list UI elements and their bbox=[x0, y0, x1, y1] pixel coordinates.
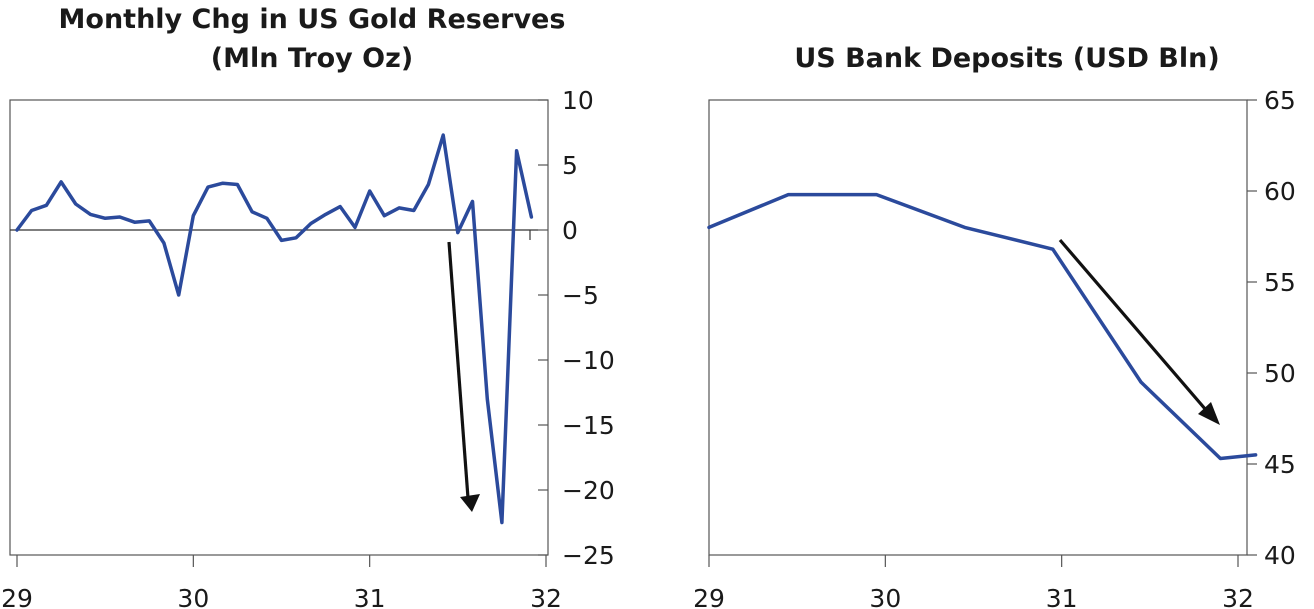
x-tick-label: 29 bbox=[693, 584, 725, 609]
y-tick-label: 45 bbox=[1264, 450, 1296, 479]
x-tick-label: 32 bbox=[1222, 584, 1254, 609]
y-tick-label: 50 bbox=[1264, 359, 1296, 388]
plot-frame bbox=[9, 99, 549, 556]
y-tick-label: −15 bbox=[562, 411, 615, 440]
arrow-shaft bbox=[447, 241, 470, 499]
plot-frame bbox=[708, 99, 1248, 556]
down-arrow-annotation bbox=[447, 241, 480, 512]
y-tick-label: 5 bbox=[562, 151, 578, 180]
series-line bbox=[707, 192, 1258, 461]
y-tick-label: 10 bbox=[562, 86, 594, 115]
x-axis-ticks: 29 30 31 32 bbox=[1, 555, 562, 609]
chart-subtitle: (Mln Troy Oz) bbox=[211, 43, 413, 74]
chart-title: Monthly Chg in US Gold Reserves bbox=[59, 4, 566, 35]
arrow-head bbox=[1198, 402, 1220, 425]
y-axis-ticks: 10 5 0 −5 −10 −15 −20 −25 bbox=[538, 86, 615, 570]
x-axis-ticks: 29 30 31 32 bbox=[693, 555, 1254, 609]
y-tick-label: 65 bbox=[1264, 86, 1296, 115]
x-tick-label: 30 bbox=[177, 584, 209, 609]
down-right-arrow-annotation bbox=[1058, 238, 1220, 425]
series-line bbox=[15, 133, 534, 525]
x-tick-label: 30 bbox=[869, 584, 901, 609]
y-tick-label: 60 bbox=[1264, 177, 1296, 206]
y-tick-label: −10 bbox=[562, 346, 615, 375]
gold-reserves-chart: Monthly Chg in US Gold Reserves (Mln Tro… bbox=[1, 4, 615, 609]
x-tick-label: 29 bbox=[1, 584, 33, 609]
y-axis-ticks: 65 60 55 50 45 40 bbox=[1247, 86, 1296, 570]
arrow-shaft bbox=[1058, 238, 1208, 412]
x-tick-label: 31 bbox=[354, 584, 386, 609]
arrow-head bbox=[460, 494, 480, 512]
x-tick-label: 31 bbox=[1046, 584, 1078, 609]
bank-deposits-chart: US Bank Deposits (USD Bln) 656055504540 … bbox=[693, 43, 1296, 609]
y-tick-label: 40 bbox=[1264, 541, 1296, 570]
y-tick-label: −5 bbox=[562, 281, 599, 310]
chart-title: US Bank Deposits (USD Bln) bbox=[794, 43, 1219, 74]
y-tick-label: −25 bbox=[562, 541, 615, 570]
y-tick-label: 0 bbox=[562, 216, 578, 245]
x-tick-label: 32 bbox=[530, 584, 562, 609]
y-tick-label: −20 bbox=[562, 476, 615, 505]
y-tick-label: 55 bbox=[1264, 268, 1296, 297]
